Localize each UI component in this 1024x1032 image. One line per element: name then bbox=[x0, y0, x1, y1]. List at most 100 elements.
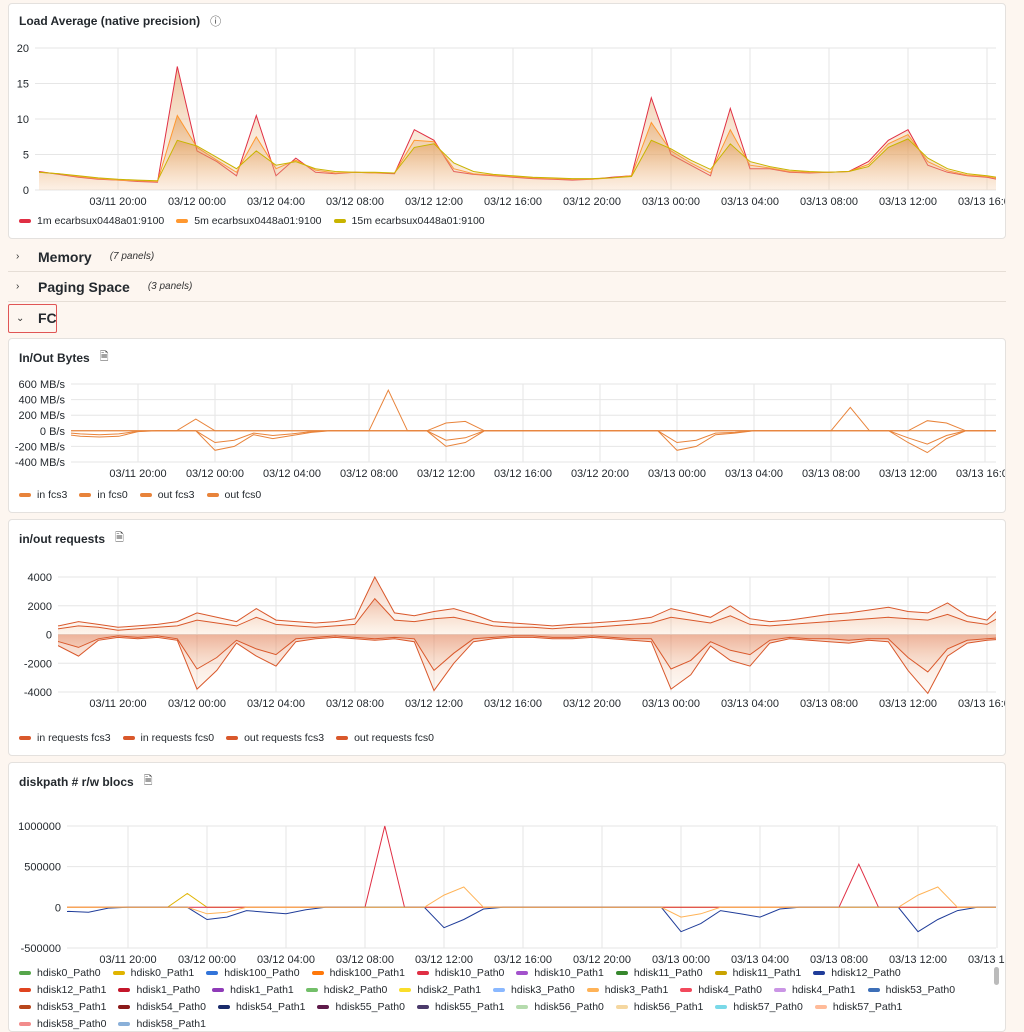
legend-item[interactable]: in requests fcs0 bbox=[122, 732, 215, 744]
y-tick-label: -4000 bbox=[24, 687, 52, 699]
legend-item[interactable]: hdisk1_Path1 bbox=[212, 984, 294, 996]
legend-item[interactable]: out requests fcs3 bbox=[226, 732, 324, 744]
legend-item[interactable]: hdisk3_Path0 bbox=[493, 984, 575, 996]
legend-item[interactable]: hdisk3_Path1 bbox=[586, 984, 669, 996]
panel-title[interactable]: Load Average (native precision) ⓘ bbox=[19, 13, 221, 29]
x-tick-label: 03/13 12:00 bbox=[879, 468, 937, 480]
legend-item[interactable]: hdisk1_Path0 bbox=[118, 984, 200, 996]
legend-item[interactable]: hdisk58_Path1 bbox=[118, 1018, 206, 1030]
legend-swatch bbox=[176, 219, 189, 223]
x-tick-label: 03/12 04:00 bbox=[247, 196, 305, 208]
x-tick-label: 03/12 16:00 bbox=[484, 698, 542, 710]
x-tick-label: 03/12 20:00 bbox=[571, 468, 629, 480]
legend-item[interactable]: hdisk100_Path0 bbox=[206, 967, 300, 979]
legend-swatch bbox=[118, 1022, 131, 1026]
chevron-right-icon: › bbox=[16, 281, 20, 292]
load-average-chart: 0 5 10 15 20 03/11 20:00 03/12 00:00 03/12 04:0… bbox=[17, 43, 1005, 208]
legend-item[interactable]: in requests fcs3 bbox=[19, 732, 111, 744]
legend-item[interactable]: hdisk2_Path1 bbox=[399, 984, 481, 996]
x-tick-label: 03/12 12:00 bbox=[415, 954, 473, 963]
legend: hdisk0_Path0 hdisk0_Path1 hdisk100_Path0 hd… bbox=[19, 967, 989, 1030]
legend-label: out requests fcs3 bbox=[244, 732, 325, 744]
x-tick-label: 03/13 08:00 bbox=[810, 954, 868, 963]
legend-item[interactable]: hdisk0_Path0 bbox=[19, 967, 101, 979]
legend-item[interactable]: hdisk56_Path1 bbox=[615, 1001, 703, 1013]
legend-item[interactable]: hdisk55_Path0 bbox=[317, 1001, 405, 1013]
legend-item[interactable]: 1m ecarbsux0448a01:9100 bbox=[19, 215, 164, 227]
legend-swatch bbox=[814, 1005, 827, 1009]
panel-title[interactable]: In/Out Bytes 🗎 bbox=[19, 348, 109, 367]
legend-label: hdisk0_Path1 bbox=[130, 967, 195, 979]
legend-item[interactable]: hdisk57_Path1 bbox=[814, 1001, 903, 1013]
row-panel-count: (7 panels) bbox=[109, 251, 155, 262]
panel-load-average: Load Average (native precision) ⓘ 0 5 10 15 2… bbox=[8, 3, 1006, 239]
legend-label: hdisk3_Path1 bbox=[604, 984, 669, 996]
legend-item[interactable]: hdisk100_Path1 bbox=[311, 967, 405, 979]
legend-swatch bbox=[516, 971, 529, 975]
legend-item[interactable]: hdisk11_Path0 bbox=[615, 967, 703, 979]
legend-item[interactable]: hdisk58_Path0 bbox=[19, 1018, 106, 1030]
row-title: Paging Space bbox=[38, 278, 130, 295]
legend-item[interactable]: 5m ecarbsux0448a01:9100 bbox=[176, 215, 322, 227]
legend-item[interactable]: hdisk53_Path1 bbox=[19, 1001, 106, 1013]
legend-label: in fcs0 bbox=[97, 489, 128, 501]
legend-item[interactable]: 15m ecarbsux0448a01:9100 bbox=[333, 215, 485, 227]
row-fc[interactable]: ⌄ FC bbox=[8, 303, 1006, 333]
legend-item[interactable]: hdisk54_Path0 bbox=[118, 1001, 206, 1013]
legend-item[interactable]: hdisk12_Path0 bbox=[813, 967, 901, 979]
y-tick-label: 0 bbox=[23, 185, 29, 197]
legend-item[interactable]: hdisk10_Path1 bbox=[516, 967, 604, 979]
x-tick-label: 03/13 16:00 bbox=[968, 954, 1006, 963]
legend-label: hdisk57_Path1 bbox=[832, 1001, 903, 1013]
x-tick-label: 03/12 08:00 bbox=[326, 698, 384, 710]
y-tick-label: 15 bbox=[17, 79, 29, 91]
legend-item[interactable]: hdisk12_Path1 bbox=[19, 984, 106, 996]
x-tick-label: 03/12 04:00 bbox=[257, 954, 315, 963]
legend-label: out fcs0 bbox=[224, 489, 262, 501]
legend-swatch bbox=[416, 1005, 429, 1009]
x-tick-label: 03/13 16:00 bbox=[958, 698, 1006, 710]
panel-links-icon[interactable]: 🗎 bbox=[143, 775, 153, 787]
panel-links-icon[interactable]: 🗎 bbox=[99, 351, 109, 363]
legend: in fcs3 in fcs0 out fcs3 out fcs0 bbox=[19, 489, 261, 501]
legend-item[interactable]: hdisk2_Path0 bbox=[305, 984, 387, 996]
legend: in requests fcs3 in requests fcs0 out requ… bbox=[19, 732, 434, 744]
row-memory[interactable]: › Memory (7 panels) bbox=[8, 242, 1006, 272]
legend-swatch bbox=[813, 971, 826, 975]
y-tick-label: 10 bbox=[17, 114, 29, 126]
legend-label: in requests fcs0 bbox=[140, 732, 215, 744]
panel-title[interactable]: diskpath # r/w blocs 🗎 bbox=[19, 772, 153, 791]
y-tick-label: -200 MB/s bbox=[15, 441, 66, 453]
legend-item[interactable]: in fcs0 bbox=[79, 489, 128, 501]
legend-scrollbar[interactable] bbox=[994, 967, 999, 985]
legend-item[interactable]: in fcs3 bbox=[19, 489, 67, 501]
legend-item[interactable]: out fcs3 bbox=[139, 489, 195, 501]
row-paging-space[interactable]: › Paging Space (3 panels) bbox=[8, 272, 1006, 302]
x-tick-label: 03/12 12:00 bbox=[405, 196, 463, 208]
x-tick-label: 03/12 08:00 bbox=[336, 954, 394, 963]
legend-item[interactable]: out requests fcs0 bbox=[336, 732, 434, 744]
legend-item[interactable]: hdisk4_Path1 bbox=[773, 984, 856, 996]
y-tick-label: 1000000 bbox=[18, 821, 61, 833]
legend-item[interactable]: hdisk0_Path1 bbox=[112, 967, 195, 979]
legend-item[interactable]: hdisk10_Path0 bbox=[416, 967, 504, 979]
panel-title[interactable]: in/out requests 🗎 bbox=[19, 529, 124, 548]
legend-swatch bbox=[416, 971, 429, 975]
legend-item[interactable]: hdisk4_Path0 bbox=[680, 984, 762, 996]
legend-item[interactable]: hdisk57_Path0 bbox=[715, 1001, 803, 1013]
legend-item[interactable]: out fcs0 bbox=[206, 489, 262, 501]
x-tick-label: 03/13 00:00 bbox=[648, 468, 706, 480]
legend-item[interactable]: hdisk55_Path1 bbox=[416, 1001, 504, 1013]
legend-swatch bbox=[615, 1005, 628, 1009]
legend-item[interactable]: hdisk56_Path0 bbox=[516, 1001, 604, 1013]
info-icon[interactable]: ⓘ bbox=[210, 16, 222, 28]
legend-item[interactable]: hdisk11_Path1 bbox=[714, 967, 801, 979]
legend-label: hdisk0_Path0 bbox=[37, 967, 101, 979]
legend-item[interactable]: hdisk54_Path1 bbox=[217, 1001, 305, 1013]
legend-label: hdisk57_Path0 bbox=[733, 1001, 803, 1013]
legend-item[interactable]: hdisk53_Path0 bbox=[867, 984, 955, 996]
panel-links-icon[interactable]: 🗎 bbox=[115, 532, 124, 544]
series-line bbox=[67, 892, 996, 908]
y-tick-label: 500000 bbox=[24, 862, 61, 874]
panel-in-out-requests: in/out requests 🗎 -4000 -2000 0 2000 4000 03/1… bbox=[8, 519, 1006, 756]
